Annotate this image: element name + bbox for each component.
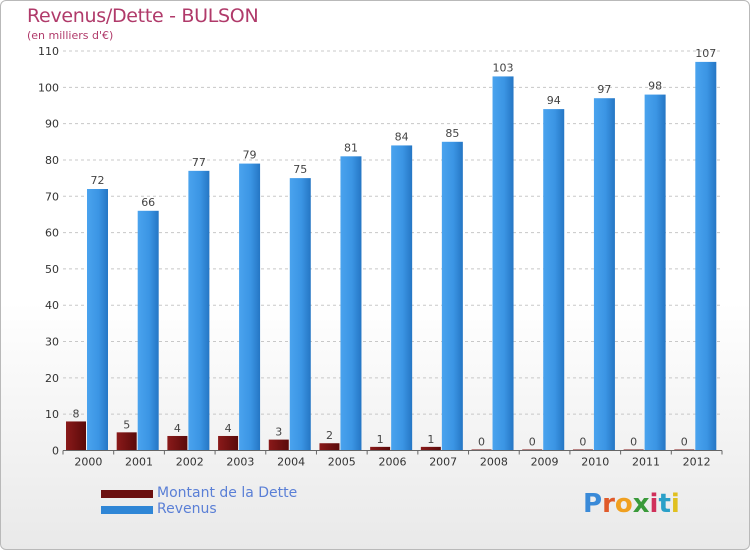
data-label-revenue: 84 bbox=[395, 130, 409, 143]
data-label-revenue: 97 bbox=[597, 83, 611, 96]
data-label-debt: 8 bbox=[73, 407, 80, 420]
bar-revenue-2010 bbox=[593, 98, 615, 451]
data-label-revenue: 81 bbox=[344, 141, 358, 154]
bar-revenue-2003 bbox=[239, 163, 261, 451]
x-tick-label: 2007 bbox=[429, 456, 457, 469]
data-label-revenue: 66 bbox=[141, 196, 155, 209]
logo-letter: P bbox=[583, 489, 603, 519]
bars bbox=[66, 61, 717, 451]
bar-debt-2001 bbox=[116, 432, 137, 451]
data-label-revenue: 98 bbox=[648, 80, 662, 93]
bar-revenue-2007 bbox=[441, 141, 463, 451]
x-tick-label: 2006 bbox=[379, 456, 407, 469]
data-label-debt: 1 bbox=[377, 433, 384, 446]
y-tick-label: 30 bbox=[45, 336, 59, 349]
data-label-debt: 0 bbox=[681, 436, 688, 449]
bar-revenue-2001 bbox=[137, 210, 159, 451]
data-label-revenue: 72 bbox=[91, 174, 105, 187]
logo-letter: o bbox=[614, 489, 633, 519]
bar-debt-2002 bbox=[167, 435, 188, 451]
x-tick-label: 2003 bbox=[226, 456, 254, 469]
logo-letter: i bbox=[670, 489, 680, 519]
x-tick-label: 2004 bbox=[277, 456, 305, 469]
bar-debt-2005 bbox=[319, 443, 340, 451]
data-label-debt: 3 bbox=[275, 426, 282, 439]
legend-swatch-debt bbox=[101, 490, 153, 498]
grid-lines bbox=[63, 50, 722, 415]
x-tick-label: 2008 bbox=[480, 456, 508, 469]
data-label-revenue: 107 bbox=[695, 47, 716, 60]
data-label-debt: 5 bbox=[123, 418, 130, 431]
bar-revenue-2002 bbox=[188, 170, 210, 451]
bar-revenue-2009 bbox=[543, 109, 565, 451]
y-tick-label: 60 bbox=[45, 227, 59, 240]
y-tick-label: 90 bbox=[45, 118, 59, 131]
y-tick-label: 40 bbox=[45, 299, 59, 312]
bar-revenue-2011 bbox=[644, 94, 666, 451]
data-label-revenue: 85 bbox=[445, 127, 459, 140]
x-tick-label: 2005 bbox=[328, 456, 356, 469]
chart-title: Revenus/Dette - BULSON bbox=[27, 5, 259, 27]
y-tick-label: 80 bbox=[45, 154, 59, 167]
data-labels: 8 72 5 66 4 77 4 79 3 75 2 81 1 84 1 85 0 103 0 94 0 97 0 98 0 10… bbox=[73, 47, 717, 449]
data-label-debt: 4 bbox=[174, 422, 181, 435]
data-label-debt: 4 bbox=[225, 422, 232, 435]
legend-label-debt: Montant de la Dette bbox=[157, 485, 298, 501]
y-tick-label: 70 bbox=[45, 190, 59, 203]
bar-revenue-2008 bbox=[492, 76, 514, 451]
data-label-debt: 0 bbox=[579, 436, 586, 449]
bar-debt-2003 bbox=[218, 435, 239, 451]
data-label-debt: 1 bbox=[427, 433, 434, 446]
y-tick-label: 100 bbox=[38, 81, 59, 94]
x-tick-label: 2001 bbox=[125, 456, 153, 469]
bar-debt-2000 bbox=[66, 421, 86, 451]
chart-subtitle: (en milliers d'€) bbox=[27, 29, 114, 42]
x-tick-label: 2010 bbox=[581, 456, 609, 469]
data-label-debt: 0 bbox=[478, 436, 485, 449]
data-label-debt: 0 bbox=[630, 436, 637, 449]
logo-letter: r bbox=[602, 489, 615, 519]
x-axis-ticks: 2000 2001 2002 2003 2004 2005 2006 2007 2008 2009… bbox=[62, 450, 723, 469]
data-label-debt: 2 bbox=[326, 429, 333, 442]
y-tick-label: 10 bbox=[45, 408, 59, 421]
logo-letter: t bbox=[658, 489, 671, 519]
logo-letter: i bbox=[649, 489, 659, 519]
bar-revenue-2000 bbox=[87, 189, 108, 451]
y-tick-label: 20 bbox=[45, 372, 59, 385]
legend-swatch-revenue bbox=[101, 506, 153, 514]
legend-label-revenue: Revenus bbox=[157, 501, 217, 517]
proxiti-logo: Proxiti bbox=[583, 489, 680, 519]
y-tick-label: 110 bbox=[38, 45, 59, 58]
y-tick-label: 50 bbox=[45, 263, 59, 276]
bar-revenue-2012 bbox=[695, 61, 717, 451]
x-tick-label: 2009 bbox=[531, 456, 559, 469]
x-tick-label: 2011 bbox=[632, 456, 660, 469]
data-label-revenue: 77 bbox=[192, 156, 206, 169]
bar-revenue-2004 bbox=[289, 178, 311, 451]
y-axis-ticks: 0 10 20 30 40 50 60 70 80 90 100 110 bbox=[38, 45, 59, 458]
bar-debt-2006 bbox=[370, 446, 391, 451]
data-label-revenue: 79 bbox=[243, 149, 257, 162]
data-label-debt: 0 bbox=[529, 436, 536, 449]
data-label-revenue: 94 bbox=[547, 94, 561, 107]
data-label-revenue: 75 bbox=[293, 163, 307, 176]
x-tick-label: 2000 bbox=[74, 456, 102, 469]
bar-revenue-2005 bbox=[340, 156, 362, 451]
y-tick-label: 0 bbox=[52, 445, 59, 458]
x-tick-label: 2012 bbox=[683, 456, 711, 469]
bar-debt-2007 bbox=[420, 446, 441, 451]
bar-revenue-2006 bbox=[391, 145, 413, 451]
x-tick-label: 2002 bbox=[176, 456, 204, 469]
data-label-revenue: 103 bbox=[493, 61, 514, 74]
logo-letter: x bbox=[632, 489, 650, 519]
bar-debt-2004 bbox=[268, 439, 289, 451]
